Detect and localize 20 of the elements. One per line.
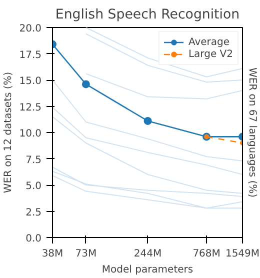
x-tick-label: 768M <box>192 248 220 260</box>
y-axis-title: WER on 12 datasets (%) <box>3 72 14 194</box>
x-tick-label: 244M <box>134 248 162 260</box>
y-tick-label: 15.0 <box>19 76 42 87</box>
y-tick-label: 20.0 <box>19 24 42 34</box>
y-tick-label: 5.0 <box>26 181 42 192</box>
y-tick-label: 10.0 <box>19 128 42 140</box>
legend-label: Large V2 <box>188 48 233 60</box>
chart-title: English Speech Recognition <box>55 8 240 22</box>
x-tick-label: 73M <box>75 248 97 260</box>
y2-axis-title: WER on 67 languages (%) <box>246 67 258 198</box>
x-tick-label: 38M <box>42 248 64 260</box>
y-tick-label: 7.5 <box>26 154 42 166</box>
y-tick-label: 0.0 <box>26 234 42 244</box>
x-axis-title: Model parameters <box>102 264 194 276</box>
y-tick-label: 17.5 <box>19 50 42 61</box>
legend-label: Average <box>188 36 230 48</box>
y-tick-label: 12.5 <box>19 102 42 114</box>
y-tick-label: 2.5 <box>26 207 42 218</box>
x-tick-label: 1549M <box>225 248 260 260</box>
